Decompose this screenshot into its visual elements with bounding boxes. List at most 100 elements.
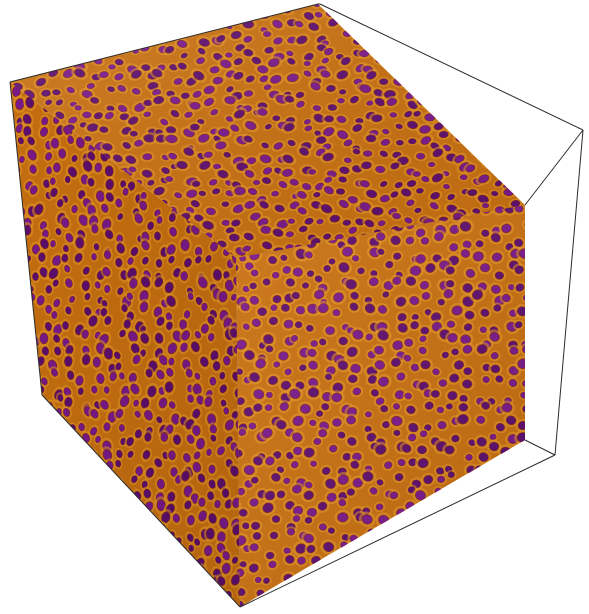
spot-rim xyxy=(128,582,137,593)
spot-rim xyxy=(0,324,5,333)
spot-rim xyxy=(519,133,525,143)
spot-halo xyxy=(112,546,126,563)
spot-rim xyxy=(19,503,26,512)
spot-halo xyxy=(145,5,157,15)
spot-rim xyxy=(510,122,521,130)
spot xyxy=(147,534,154,542)
spot-halo xyxy=(0,322,7,336)
spot xyxy=(197,609,204,614)
spot-rim xyxy=(14,257,24,268)
spot xyxy=(504,169,512,174)
spot xyxy=(196,0,205,3)
spot-rim xyxy=(466,4,475,6)
spot-halo xyxy=(437,109,450,120)
spot-rim xyxy=(30,439,39,451)
spot-halo xyxy=(0,68,8,84)
spot xyxy=(496,144,506,152)
spot-halo xyxy=(74,580,88,599)
spot-halo xyxy=(410,34,422,44)
spot xyxy=(1,0,12,3)
spot xyxy=(230,604,238,607)
spot-rim xyxy=(75,50,85,58)
spot xyxy=(1,562,12,573)
spot xyxy=(297,4,307,6)
spot xyxy=(0,394,4,405)
spot xyxy=(90,18,101,26)
spot xyxy=(69,477,78,488)
spot-rim xyxy=(128,526,136,536)
spot-rim xyxy=(172,574,181,586)
spot-rim xyxy=(152,0,165,2)
spot-rim xyxy=(133,543,141,553)
spot-halo xyxy=(80,0,93,2)
spot-rim xyxy=(0,137,6,146)
spot-rim xyxy=(51,31,62,39)
spot-rim xyxy=(52,542,59,551)
spot xyxy=(443,98,452,106)
spot-halo xyxy=(17,451,29,465)
spot xyxy=(50,494,57,502)
spot-halo xyxy=(27,59,43,70)
spot-halo xyxy=(138,513,151,530)
spot xyxy=(0,491,8,501)
spot-rim xyxy=(154,9,164,17)
spot-rim xyxy=(10,581,12,591)
spot-halo xyxy=(182,564,196,583)
spot-halo xyxy=(160,608,172,614)
spot xyxy=(172,575,181,585)
spot xyxy=(406,58,414,64)
spot xyxy=(369,12,379,20)
spot-rim xyxy=(522,128,525,137)
spot xyxy=(522,0,531,2)
spot-rim xyxy=(18,37,28,44)
spot xyxy=(518,72,525,79)
spot-halo xyxy=(463,98,478,109)
spot-rim xyxy=(22,377,31,387)
spot-rim xyxy=(127,592,135,603)
spot xyxy=(404,77,411,83)
spot xyxy=(75,563,84,574)
spot-rim xyxy=(10,39,15,48)
spot xyxy=(496,52,504,58)
spot-halo xyxy=(177,603,191,607)
spot-rim xyxy=(30,446,40,458)
spot-halo xyxy=(36,580,48,595)
spot-rim xyxy=(377,4,388,9)
spot-rim xyxy=(79,475,87,485)
spot xyxy=(11,222,19,229)
spot-halo xyxy=(59,515,72,532)
spot-rim xyxy=(269,0,282,4)
spot-halo xyxy=(131,550,146,567)
spot-halo xyxy=(10,582,22,597)
spot-rim xyxy=(473,74,484,83)
spot xyxy=(18,37,28,44)
spot-rim xyxy=(455,56,467,65)
spot xyxy=(106,595,113,604)
spot-halo xyxy=(26,486,39,503)
spot xyxy=(0,512,8,523)
spot-rim xyxy=(122,543,132,555)
spot-rim xyxy=(26,323,33,332)
spot-rim xyxy=(184,9,196,17)
spot-rim xyxy=(10,176,12,186)
spot-halo xyxy=(0,503,11,520)
spot-halo xyxy=(516,131,525,145)
spot-rim xyxy=(28,488,37,500)
spot-rim xyxy=(61,518,70,530)
spot-halo xyxy=(42,524,56,541)
spot xyxy=(185,9,195,17)
spot xyxy=(56,479,66,490)
spot xyxy=(93,490,99,497)
spot-halo xyxy=(508,63,524,76)
spot xyxy=(341,19,351,26)
spot-rim xyxy=(106,487,115,499)
spot xyxy=(58,12,67,20)
spot-halo xyxy=(0,223,8,236)
spot-rim xyxy=(473,85,483,93)
spot xyxy=(185,568,193,579)
spot-rim xyxy=(509,33,522,43)
spot xyxy=(522,149,525,156)
spot xyxy=(10,411,13,420)
spot-halo xyxy=(16,6,28,15)
spot xyxy=(13,495,20,503)
